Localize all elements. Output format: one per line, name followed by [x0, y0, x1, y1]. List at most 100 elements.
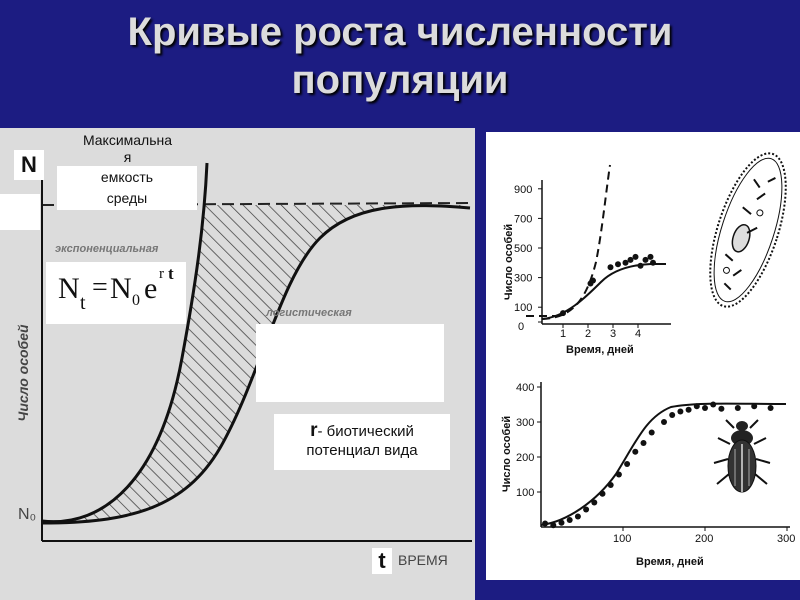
top-logistic-curve	[541, 263, 666, 320]
bottom-x-tick-label: 300	[777, 533, 795, 545]
top-y-axis-title: Число особей	[503, 224, 515, 300]
r-letter: r	[310, 420, 318, 441]
bottom-data-point	[734, 405, 741, 411]
title-line-1: Кривые роста численности	[127, 10, 673, 54]
capacity-line-1: Максимальна	[55, 132, 200, 148]
logistic-label: логистическая	[266, 307, 352, 319]
bottom-data-point	[550, 522, 557, 529]
bottom-data-point	[599, 490, 606, 497]
bottom-data-point	[624, 461, 631, 467]
r-text-2: потенциал вида	[306, 442, 418, 459]
bottom-y-tick-label: 200	[516, 452, 534, 464]
bottom-data-point	[767, 405, 774, 411]
top-exponential-curve	[541, 164, 611, 320]
top-x-tick-label: 4	[635, 328, 641, 340]
formula-eq: =	[92, 272, 108, 303]
bottom-data-point	[751, 403, 758, 410]
bottom-data-point	[591, 499, 598, 506]
bottom-data-point	[632, 448, 639, 455]
bottom-data-point	[669, 412, 676, 418]
top-data-point	[637, 262, 644, 269]
bottom-data-point	[583, 506, 590, 513]
beetle-drawing	[713, 419, 771, 493]
bottom-y-tick-label: 100	[516, 487, 534, 499]
formula-sup-r: r	[159, 266, 164, 282]
growth-curves-panel: Число особей N Максимальна я емкость сре…	[0, 128, 475, 600]
bottom-data-point	[607, 482, 614, 488]
exponential-label: экспоненциальная	[55, 243, 159, 255]
bottom-data-point	[542, 520, 549, 527]
bottom-logistic-curve	[540, 402, 787, 526]
top-data-point	[627, 256, 634, 263]
top-data-point	[590, 277, 596, 284]
bottom-data-point	[558, 519, 565, 526]
title-line-2: популяции	[291, 58, 509, 102]
top-y-tick-label: 0	[518, 321, 524, 333]
top-data-point	[632, 253, 639, 260]
bottom-y-axis-title: Число особей	[501, 416, 513, 492]
bottom-y-tick-label: 400	[516, 382, 534, 394]
beetle-plot: 100 200 300 400 100 200 300 Время, дней Число ос…	[501, 382, 795, 568]
bottom-data-point	[661, 419, 667, 425]
blank-box-left	[0, 194, 40, 230]
top-y-tick-label: 100	[514, 302, 532, 314]
formula-n0: N	[110, 272, 132, 305]
bottom-data-point	[710, 401, 717, 408]
bottom-data-point	[566, 517, 573, 523]
top-x-tick-label: 3	[610, 328, 616, 340]
bottom-data-point	[648, 429, 655, 436]
top-data-point	[615, 261, 621, 268]
top-data-point	[642, 256, 649, 263]
bottom-data-point	[702, 405, 708, 411]
bottom-data-point	[718, 405, 725, 412]
top-plot-points	[560, 253, 656, 317]
t-axis-label: t	[372, 548, 392, 574]
formula-sup-t: t	[168, 264, 174, 283]
paramecium-drawing	[709, 152, 787, 308]
formula-sub-t: t	[80, 292, 86, 314]
bottom-x-tick-label: 200	[695, 533, 713, 545]
capacity-line-4: среды	[57, 188, 197, 210]
formula-n: N	[58, 272, 80, 305]
bottom-data-point	[615, 471, 622, 478]
top-plot-curves	[526, 164, 666, 320]
top-y-tick-label: 300	[514, 273, 532, 285]
experiments-panel: 0 100 300 500 700 900 1 2 3 4 Время, дней Число осо…	[486, 132, 800, 580]
n0-label: N₀	[18, 506, 37, 523]
bottom-data-point	[677, 408, 684, 415]
formula-sub-0: 0	[132, 292, 140, 309]
bottom-data-point	[574, 513, 581, 520]
capacity-line-3: емкость	[57, 166, 197, 188]
bottom-data-point	[693, 403, 700, 410]
n-axis-label: N	[14, 150, 44, 180]
top-x-axis-title: Время, дней	[566, 344, 634, 356]
top-x-tick-label: 1	[560, 328, 566, 340]
slide-title: Кривые роста численности популяции	[0, 8, 800, 104]
top-data-point	[650, 259, 656, 266]
x-axis-label: ВРЕМЯ	[398, 552, 448, 568]
r-description-box: r- биотический потенциал вида	[274, 414, 450, 470]
top-y-tick-label: 900	[514, 184, 532, 196]
bottom-plot-points	[542, 401, 774, 529]
bottom-data-point	[640, 440, 647, 446]
r-text-1: - биотический	[317, 423, 414, 440]
bottom-data-point	[685, 406, 692, 413]
bottom-x-tick-label: 100	[613, 533, 631, 545]
formula-e: e	[144, 272, 158, 305]
exponential-curve	[41, 162, 209, 524]
blank-box-center	[256, 324, 444, 402]
capacity-text-box: Максимальна я емкость среды	[55, 132, 200, 224]
top-data-point	[607, 264, 614, 271]
top-y-tick-label: 700	[514, 213, 532, 225]
bottom-y-tick-label: 300	[516, 417, 534, 429]
top-data-point	[647, 253, 654, 260]
capacity-line-2: я	[55, 149, 200, 165]
top-data-point	[622, 259, 629, 266]
formula-box: N t = N 0 e r t	[46, 262, 186, 324]
bottom-plot-axes: 100 200 300 400 100 200 300 Время, дней Число ос…	[501, 382, 795, 568]
top-x-tick-label: 2	[585, 328, 591, 340]
top-y-tick-label: 500	[514, 243, 532, 255]
top-data-point	[560, 310, 566, 317]
